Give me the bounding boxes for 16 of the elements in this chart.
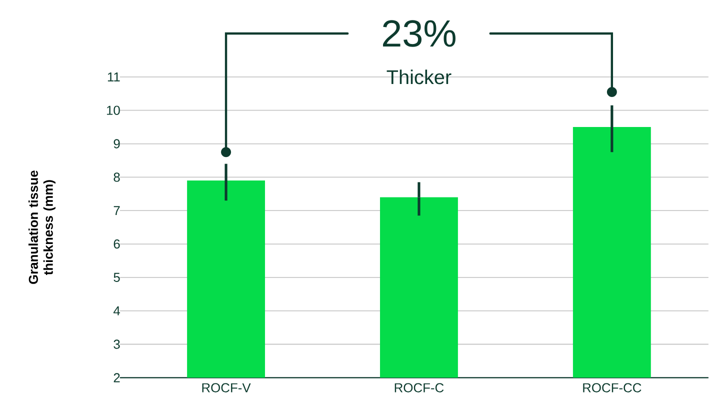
- x-tick-label: ROCF-C: [394, 383, 444, 393]
- y-tick-label: 2: [114, 373, 120, 382]
- y-tick-label: 11: [108, 72, 120, 82]
- y-tick-label: 7: [114, 206, 120, 216]
- x-tick-label: ROCF-V: [202, 383, 251, 393]
- annotation: Thicker: [386, 70, 452, 84]
- y-tick-label: 4: [113, 306, 120, 316]
- y-tick-label: 10: [106, 106, 120, 116]
- y-tick-label: 8: [114, 172, 120, 182]
- y-tick-label: 9: [114, 139, 120, 149]
- text: 23%: [383, 20, 456, 48]
- y-tick-label: 6: [114, 240, 120, 249]
- x-tick-label: ROCF-CC: [583, 383, 642, 393]
- y-axis-title: Granulation tissue thickness (mm): [28, 170, 56, 284]
- y-tick-label: 3: [114, 340, 120, 350]
- y-tick-label: 5: [114, 273, 120, 282]
